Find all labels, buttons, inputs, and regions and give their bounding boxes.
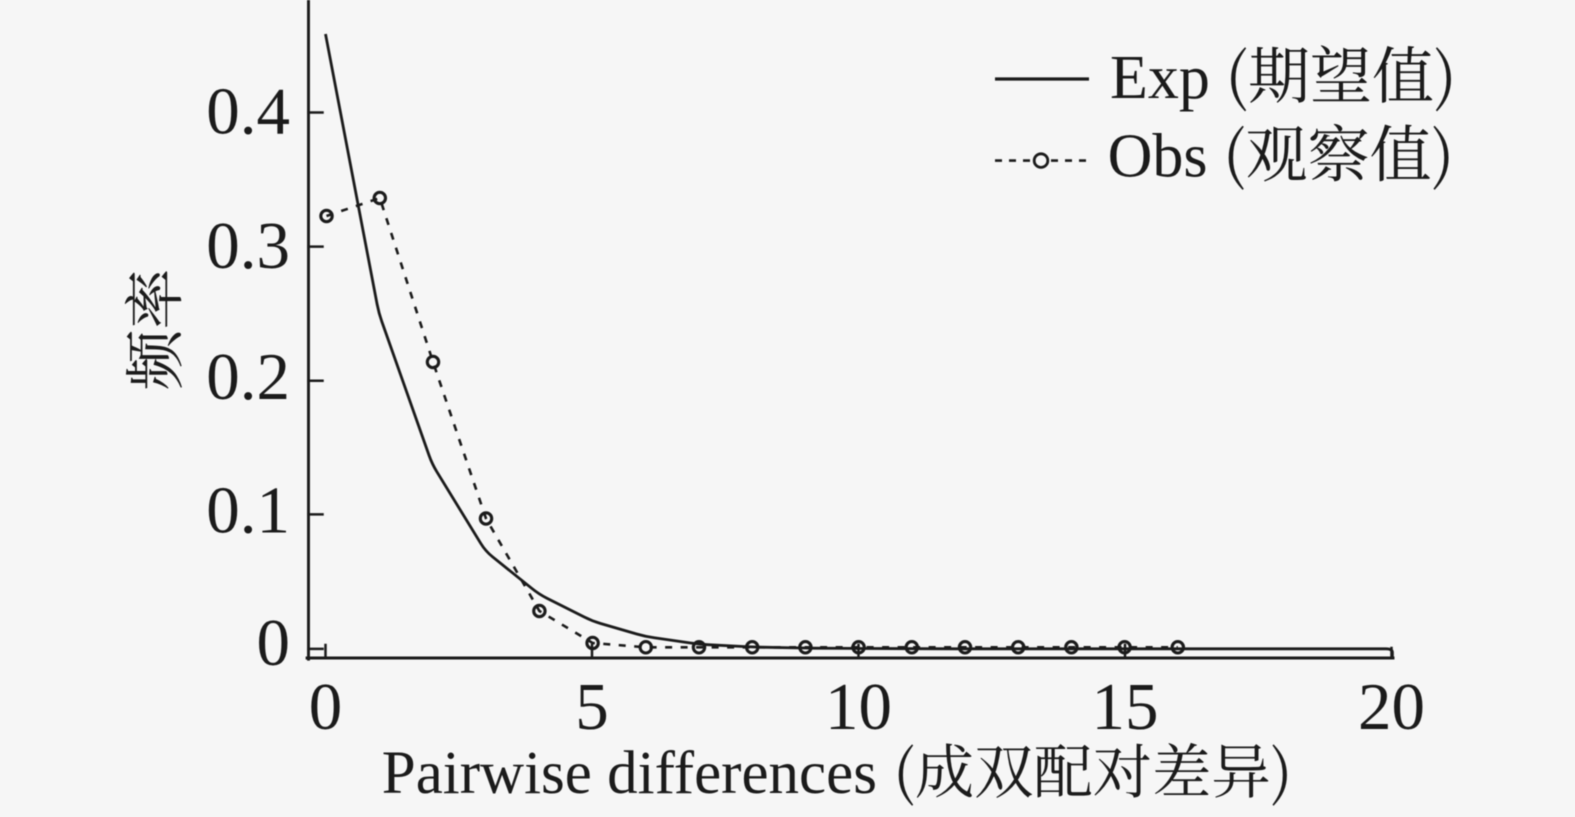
svg-text:Obs: Obs [1108, 123, 1208, 191]
svg-text:0: 0 [309, 670, 343, 744]
svg-text:0: 0 [257, 606, 291, 680]
svg-text:5: 5 [575, 670, 609, 744]
svg-text:20: 20 [1358, 670, 1425, 744]
svg-text:0.3: 0.3 [206, 209, 290, 283]
svg-text:0.1: 0.1 [206, 474, 290, 548]
svg-text:0.2: 0.2 [206, 340, 290, 414]
svg-text:Pairwise differences: Pairwise differences [382, 740, 877, 807]
svg-text:0.4: 0.4 [206, 75, 290, 149]
svg-text:Exp: Exp [1110, 44, 1210, 112]
svg-text:10: 10 [825, 670, 892, 744]
svg-text:15: 15 [1092, 670, 1159, 744]
